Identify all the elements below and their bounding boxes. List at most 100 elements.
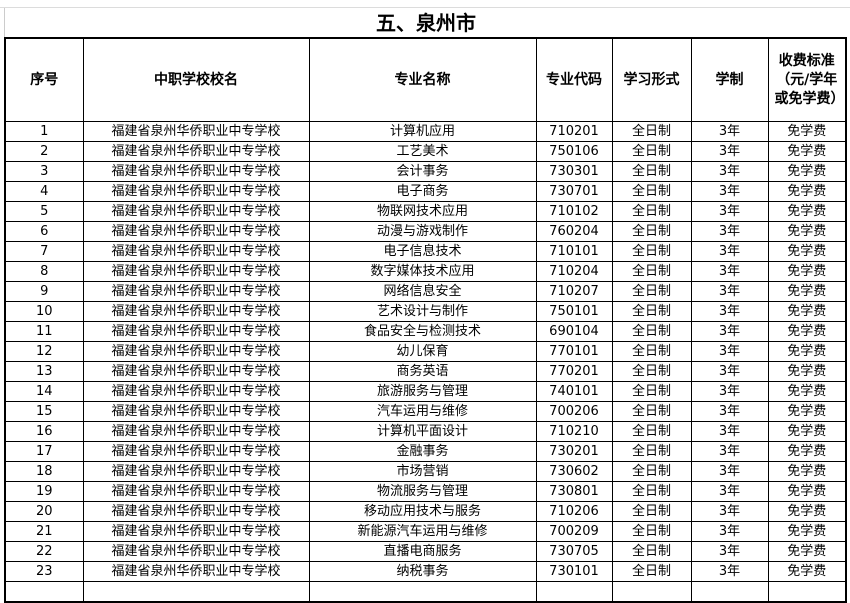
table-row: 16 福建省泉州华侨职业中专学校 计算机平面设计 710210 全日制 3年 免学费 [4,421,847,442]
cell-study-mode: 全日制 [611,181,692,202]
cell-empty [4,581,84,603]
cell-fee: 免学费 [767,181,847,202]
cell-study-mode: 全日制 [611,121,692,142]
cell-fee: 免学费 [767,381,847,402]
cell-code: 730801 [535,481,613,502]
cell-fee: 免学费 [767,221,847,242]
header-study-mode: 学习形式 [611,37,692,122]
table-row: 7 福建省泉州华侨职业中专学校 电子信息技术 710101 全日制 3年 免学费 [4,241,847,262]
cell-index: 2 [4,141,84,162]
cell-code: 730201 [535,441,613,462]
cell-major: 市场营销 [308,461,537,482]
cell-major: 动漫与游戏制作 [308,221,537,242]
cell-fee: 免学费 [767,241,847,262]
table-row: 4 福建省泉州华侨职业中专学校 电子商务 730701 全日制 3年 免学费 [4,181,847,202]
cell-major: 幼儿保育 [308,341,537,362]
cell-fee: 免学费 [767,461,847,482]
cell-study-mode: 全日制 [611,521,692,542]
cell-empty [308,581,537,603]
cell-school: 福建省泉州华侨职业中专学校 [82,561,310,582]
cell-duration: 3年 [690,361,769,382]
cell-code: 750106 [535,141,613,162]
cell-index: 20 [4,501,84,522]
page-title: 五、泉州市 [4,8,847,37]
cell-code: 760204 [535,221,613,242]
cell-major: 新能源汽车运用与维修 [308,521,537,542]
cell-major: 网络信息安全 [308,281,537,302]
cell-study-mode: 全日制 [611,141,692,162]
cell-index: 11 [4,321,84,342]
cell-school: 福建省泉州华侨职业中专学校 [82,401,310,422]
cell-code: 710201 [535,121,613,142]
cell-duration: 3年 [690,461,769,482]
cell-major: 移动应用技术与服务 [308,501,537,522]
cell-study-mode: 全日制 [611,381,692,402]
table-row: 20 福建省泉州华侨职业中专学校 移动应用技术与服务 710206 全日制 3年 免学费 [4,501,847,522]
cell-school: 福建省泉州华侨职业中专学校 [82,281,310,302]
cell-duration: 3年 [690,301,769,322]
cell-code: 730602 [535,461,613,482]
header-index: 序号 [4,37,84,122]
cell-duration: 3年 [690,441,769,462]
cell-major: 金融事务 [308,441,537,462]
cell-code: 740101 [535,381,613,402]
cell-index: 22 [4,541,84,562]
cell-empty [611,581,692,603]
cell-fee: 免学费 [767,281,847,302]
cell-school: 福建省泉州华侨职业中专学校 [82,481,310,502]
cell-index: 21 [4,521,84,542]
cell-index: 9 [4,281,84,302]
cell-study-mode: 全日制 [611,501,692,522]
cell-index: 18 [4,461,84,482]
cell-school: 福建省泉州华侨职业中专学校 [82,521,310,542]
cell-duration: 3年 [690,181,769,202]
table-row: 6 福建省泉州华侨职业中专学校 动漫与游戏制作 760204 全日制 3年 免学费 [4,221,847,242]
cell-school: 福建省泉州华侨职业中专学校 [82,121,310,142]
table-row-partial [4,581,847,603]
cell-duration: 3年 [690,341,769,362]
table-row: 13 福建省泉州华侨职业中专学校 商务英语 770201 全日制 3年 免学费 [4,361,847,382]
table-row: 2 福建省泉州华侨职业中专学校 工艺美术 750106 全日制 3年 免学费 [4,141,847,162]
cell-study-mode: 全日制 [611,281,692,302]
cell-school: 福建省泉州华侨职业中专学校 [82,221,310,242]
cell-major: 会计事务 [308,161,537,182]
cell-school: 福建省泉州华侨职业中专学校 [82,361,310,382]
cell-code: 710102 [535,201,613,222]
cell-code: 700206 [535,401,613,422]
header-fee: 收费标准（元/学年或免学费） [767,37,847,122]
header-duration: 学制 [690,37,769,122]
cell-school: 福建省泉州华侨职业中专学校 [82,261,310,282]
cell-duration: 3年 [690,381,769,402]
table-row: 3 福建省泉州华侨职业中专学校 会计事务 730301 全日制 3年 免学费 [4,161,847,182]
header-code: 专业代码 [535,37,613,122]
table-row: 10 福建省泉州华侨职业中专学校 艺术设计与制作 750101 全日制 3年 免学费 [4,301,847,322]
cell-index: 4 [4,181,84,202]
cell-index: 6 [4,221,84,242]
table-row: 1 福建省泉州华侨职业中专学校 计算机应用 710201 全日制 3年 免学费 [4,121,847,142]
cell-empty [767,581,847,603]
cell-code: 730101 [535,561,613,582]
cell-school: 福建省泉州华侨职业中专学校 [82,321,310,342]
cell-school: 福建省泉州华侨职业中专学校 [82,381,310,402]
schools-table: 序号 中职学校校名 专业名称 专业代码 学习形式 学制 收费标准（元/学年或免学… [4,37,847,603]
cell-fee: 免学费 [767,401,847,422]
cell-code: 730301 [535,161,613,182]
cell-study-mode: 全日制 [611,221,692,242]
cell-duration: 3年 [690,121,769,142]
cell-code: 710207 [535,281,613,302]
cell-major: 汽车运用与维修 [308,401,537,422]
cell-school: 福建省泉州华侨职业中专学校 [82,141,310,162]
cell-fee: 免学费 [767,321,847,342]
cell-empty [535,581,613,603]
cell-fee: 免学费 [767,141,847,162]
cell-study-mode: 全日制 [611,321,692,342]
cell-study-mode: 全日制 [611,261,692,282]
cell-major: 食品安全与检测技术 [308,321,537,342]
cell-duration: 3年 [690,221,769,242]
cell-code: 710204 [535,261,613,282]
cell-duration: 3年 [690,161,769,182]
cell-index: 15 [4,401,84,422]
cell-school: 福建省泉州华侨职业中专学校 [82,421,310,442]
cell-index: 19 [4,481,84,502]
cell-major: 商务英语 [308,361,537,382]
